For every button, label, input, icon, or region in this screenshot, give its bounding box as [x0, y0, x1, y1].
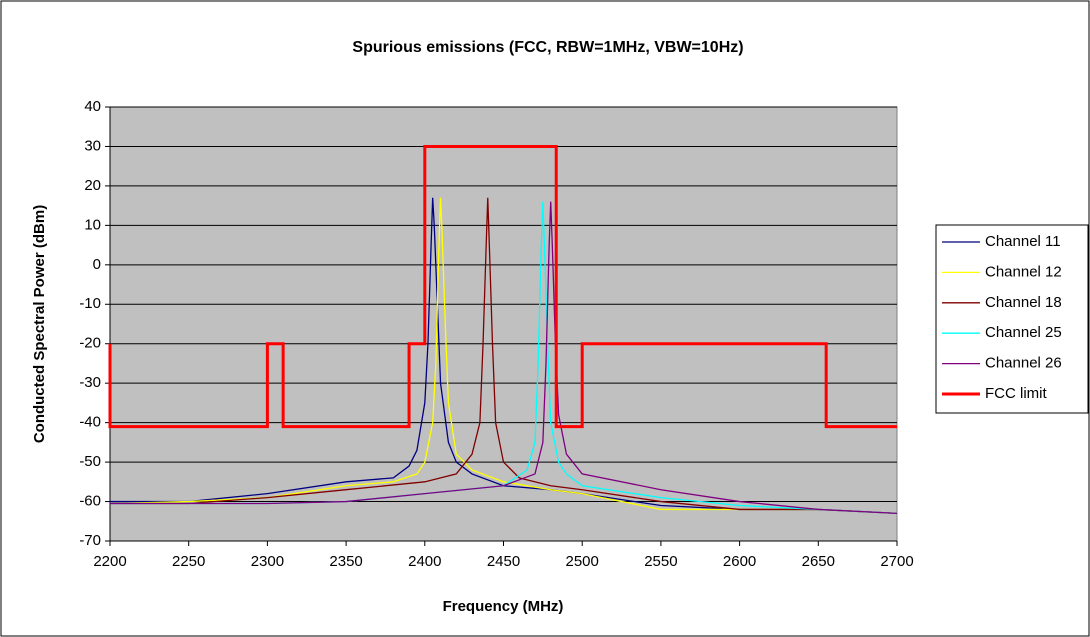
- legend-label: Channel 18: [985, 294, 1062, 311]
- x-tick-label: 2300: [251, 553, 284, 570]
- legend-label: Channel 11: [985, 233, 1061, 250]
- series-line: [110, 197, 898, 515]
- x-axis-label: Frequency (MHz): [443, 598, 564, 615]
- y-tick-label: 10: [84, 216, 101, 233]
- y-tick-label: -40: [79, 414, 101, 431]
- x-tick-label: 2700: [880, 553, 913, 570]
- legend-box: [935, 224, 1089, 414]
- y-tick-label: -20: [79, 335, 101, 352]
- series-line: [108, 144, 897, 429]
- x-tick-label: 2350: [329, 553, 362, 570]
- legend-label: Channel 26: [985, 355, 1062, 372]
- x-tick-label: 2500: [566, 553, 599, 570]
- x-tick-label: 2250: [172, 553, 205, 570]
- y-tick-label: 30: [84, 137, 101, 154]
- legend-label: Channel 25: [985, 324, 1062, 341]
- x-tick-label: 2600: [723, 553, 756, 570]
- y-tick-label: -10: [79, 295, 101, 312]
- legend-label: FCC limit: [985, 385, 1047, 402]
- chart-title: Spurious emissions (FCC, RBW=1MHz, VBW=1…: [352, 39, 743, 56]
- y-axis-label: Conducted Spectral Power (dBm): [31, 205, 48, 443]
- y-tick-label: 40: [84, 98, 101, 115]
- x-tick-label: 2550: [644, 553, 677, 570]
- y-tick-label: -70: [79, 532, 101, 549]
- x-tick-label: 2650: [802, 553, 835, 570]
- y-tick-label: 0: [93, 256, 101, 273]
- y-tick-label: -60: [79, 493, 101, 510]
- y-tick-label: -30: [79, 374, 101, 391]
- series-line: [109, 197, 898, 515]
- y-tick-label: 20: [84, 177, 101, 194]
- x-tick-label: 2200: [93, 553, 126, 570]
- plot-area: [109, 106, 898, 542]
- x-tick-label: 2400: [408, 553, 441, 570]
- series-line: [110, 201, 898, 515]
- legend-label: Channel 12: [985, 263, 1062, 280]
- y-tick-label: -50: [79, 453, 101, 470]
- x-tick-label: 2450: [487, 553, 520, 570]
